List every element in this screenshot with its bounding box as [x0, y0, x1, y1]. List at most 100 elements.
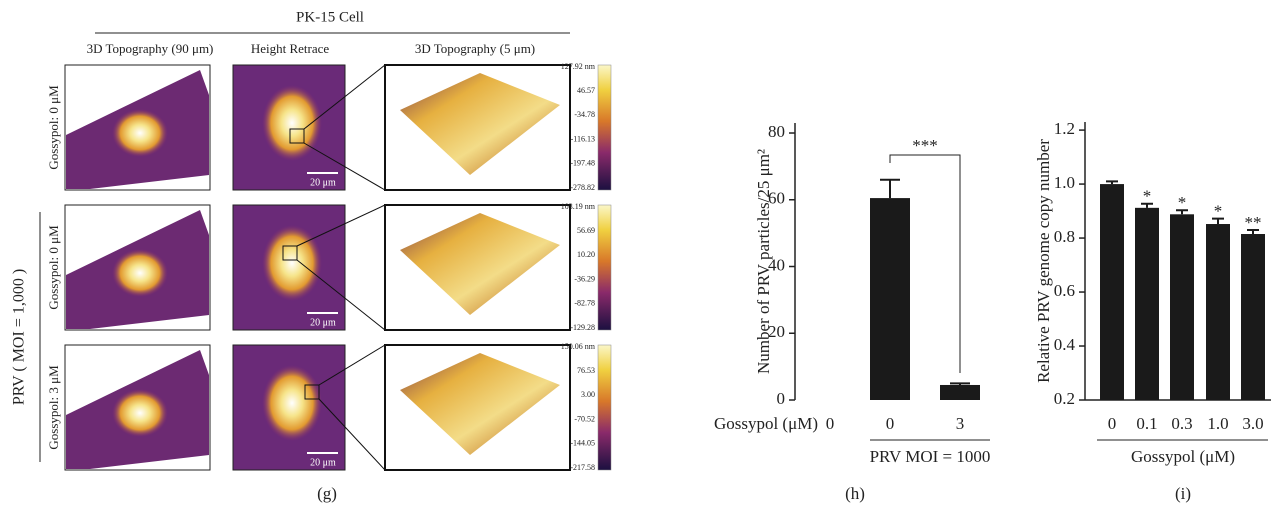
error-bar [880, 178, 900, 199]
colorbar-label: -70.52 [574, 414, 595, 423]
image-surface [400, 73, 560, 175]
bar [940, 384, 980, 400]
group-label: PRV ( MOI = 1,000 ) [11, 269, 28, 405]
y-tick-label: 1.2 [1054, 119, 1075, 138]
image-cell [112, 389, 168, 437]
column-header: Height Retrace [251, 41, 330, 56]
x-tick-label: 0.3 [1171, 414, 1192, 433]
y-axis-label: Number of PRV particles/25 μm² [754, 149, 773, 374]
y-tick-label: 0.8 [1054, 227, 1075, 246]
row-label: Gossypol: 3 μM [46, 365, 61, 450]
error-bar [1212, 217, 1224, 225]
error-bar [1247, 228, 1259, 235]
significance-bracket [889, 154, 961, 373]
colorbar-label: 103.19 nm [561, 202, 596, 211]
annotation: *** [912, 136, 938, 155]
significance-label: ** [1245, 213, 1262, 232]
image-cell [112, 249, 168, 297]
x-tick-label: 3 [956, 414, 965, 433]
image-cell [262, 225, 322, 301]
panel-label: (g) [317, 484, 337, 503]
bar [870, 198, 910, 400]
colorbar-label: -116.13 [571, 134, 595, 143]
colorbar-label: -129.28 [570, 323, 595, 332]
error-bar [1176, 209, 1188, 215]
x-tick-label: 0 [826, 414, 835, 433]
colorbar [597, 344, 612, 471]
scale-bar-label: 20 μm [310, 177, 336, 188]
colorbar-label: 150.06 nm [561, 342, 596, 351]
scale-bar-label: 20 μm [310, 317, 336, 328]
significance-label: * [1214, 202, 1223, 221]
x-tick-label: 3.0 [1242, 414, 1263, 433]
bar [1100, 184, 1124, 400]
column-header: 3D Topography (90 μm) [87, 41, 214, 56]
significance-label: * [1143, 187, 1152, 206]
error-bar [1106, 180, 1118, 185]
y-tick-label: 0.6 [1054, 281, 1075, 300]
y-tick-label: 80 [768, 122, 785, 141]
y-tick-label: 40 [768, 255, 785, 274]
bar [1170, 214, 1194, 400]
colorbar-label: 3.00 [581, 390, 595, 399]
panel-label: (i) [1175, 484, 1191, 503]
colorbar-label: -278.82 [570, 183, 595, 192]
error-bar [950, 382, 970, 385]
scale-bar-label: 20 μm [310, 457, 336, 468]
image-surface [400, 353, 560, 455]
zoom-line [303, 142, 386, 191]
row-label: Gossypol: 0 μM [46, 225, 61, 310]
y-tick-label: 0.4 [1054, 335, 1076, 354]
panel-title: PK-15 Cell [296, 9, 364, 25]
significance-label: * [1178, 193, 1187, 212]
zoom-box [304, 384, 320, 400]
colorbar-label: 10.20 [577, 250, 595, 259]
zoom-line [318, 398, 386, 471]
colorbar-label: 127.92 nm [561, 62, 596, 71]
zoom-line [296, 259, 386, 331]
bar [1135, 207, 1159, 400]
image-cell [112, 109, 168, 157]
image-cell [262, 85, 322, 161]
x-tick-label: 0.1 [1136, 414, 1157, 433]
y-tick-label: 20 [768, 322, 785, 341]
zoom-box [282, 245, 298, 261]
column-header: 3D Topography (5 μm) [415, 41, 535, 56]
panel-g: PK-15 Cell 3D Topography (90 μm) Height … [11, 9, 612, 503]
colorbar-label: 76.53 [577, 366, 595, 375]
x-axis-label: Gossypol (μM) [714, 414, 818, 433]
bar [1206, 224, 1230, 400]
y-tick-label: 60 [768, 189, 785, 208]
zoom-box [289, 128, 305, 144]
image-surface [400, 213, 560, 315]
bar [1241, 234, 1265, 400]
colorbar-label: 46.57 [577, 86, 595, 95]
row-label: Gossypol: 0 μM [46, 85, 61, 170]
y-tick-label: 0 [777, 389, 786, 408]
colorbar-label: -217.58 [570, 463, 595, 472]
colorbar-label: -144.05 [570, 439, 595, 448]
zoom-line [296, 204, 386, 247]
x-tick-label: 1.0 [1207, 414, 1228, 433]
colorbar-label: -34.78 [574, 110, 595, 119]
colorbar-label: 56.69 [577, 226, 595, 235]
colorbar [597, 204, 612, 331]
y-tick-label: 0.2 [1054, 389, 1075, 408]
x-tick-label: 0 [1108, 414, 1117, 433]
zoom-line [318, 344, 386, 386]
colorbar-label: -197.48 [570, 159, 595, 168]
panel-label: (h) [845, 484, 865, 503]
x-axis-label: Gossypol (μM) [1131, 447, 1235, 466]
y-tick-label: 1.0 [1054, 173, 1075, 192]
group-label: PRV MOI = 1000 [870, 447, 991, 466]
image-cell [262, 365, 322, 441]
colorbar [597, 64, 612, 191]
x-tick-label: 0 [886, 414, 895, 433]
colorbar-label: -36.29 [574, 274, 595, 283]
colorbar-label: -82.78 [574, 299, 595, 308]
error-bar [1141, 202, 1153, 208]
zoom-line [303, 64, 386, 130]
y-axis-label: Relative PRV genome copy number [1034, 139, 1053, 383]
